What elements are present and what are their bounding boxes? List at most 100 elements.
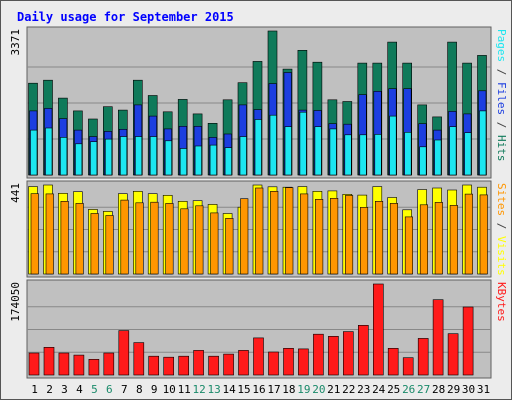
bar-sites-day-7 [120,199,129,275]
x-tick-label-day-29: 29 [447,383,460,396]
bar-sites-day-18 [285,187,294,275]
bar-kbytes-day-23 [357,324,369,376]
bar-pages-day-25 [389,115,397,176]
bar-pages-day-10 [164,140,172,176]
x-tick-label-day-7: 7 [121,383,128,396]
bar-kbytes-day-17 [268,351,279,376]
bar-pages-day-15 [239,136,247,176]
bar-pages-day-22 [344,134,352,176]
legend-entry: / [495,216,508,236]
bar-sites-day-2 [45,193,54,275]
bar-kbytes-day-29 [447,333,459,376]
bar-sites-day-29 [449,205,458,275]
bar-pages-day-20 [314,126,322,176]
bar-kbytes-day-26 [402,357,414,376]
bar-kbytes-day-27 [417,338,429,376]
bar-sites-day-1 [30,193,39,275]
bar-pages-day-31 [479,110,487,176]
bar-sites-day-31 [479,194,488,275]
bar-pages-day-4 [75,143,83,176]
bar-kbytes-day-3 [58,352,70,376]
legend-entry: Visits [495,236,508,276]
chart-title: Daily usage for September 2015 [17,10,234,24]
bar-kbytes-day-30 [462,306,474,376]
bar-sites-day-13 [210,212,219,275]
bar-kbytes-day-1 [28,352,40,376]
panel-2-legend: Sites / Visits [495,183,508,276]
bar-sites-day-9 [150,201,159,275]
bar-kbytes-day-24 [372,283,384,376]
x-tick-label-day-1: 1 [31,383,38,396]
bar-kbytes-day-13 [208,355,219,376]
bar-sites-day-19 [300,193,309,275]
x-tick-label-day-23: 23 [357,383,370,396]
x-tick-label-day-13: 13 [207,383,220,396]
x-tick-label-day-5: 5 [91,383,98,396]
bar-pages-day-7 [120,136,128,176]
x-tick-label-day-20: 20 [312,383,325,396]
legend-entry: KBytes [495,282,508,322]
bar-kbytes-day-9 [148,355,159,376]
bar-sites-day-15 [240,198,249,275]
bar-pages-day-14 [224,147,232,176]
bar-pages-day-11 [179,148,187,176]
x-tick-label-day-26: 26 [402,383,415,396]
bar-sites-day-27 [419,204,429,275]
bar-kbytes-day-28 [432,299,444,376]
bar-kbytes-day-6 [103,352,115,376]
bar-sites-day-5 [90,213,99,275]
bar-pages-day-1 [30,129,38,176]
x-tick-label-day-14: 14 [222,383,236,396]
bar-kbytes-day-19 [298,348,309,376]
x-tick-label-day-3: 3 [61,383,68,396]
bar-pages-day-27 [419,146,427,176]
bar-sites-day-23 [359,207,369,275]
x-tick-label-day-27: 27 [417,383,430,396]
bar-kbytes-day-20 [313,333,324,376]
bar-pages-day-26 [404,132,412,176]
bar-kbytes-day-4 [73,354,85,376]
x-tick-label-day-11: 11 [178,383,191,396]
bar-sites-day-30 [464,193,473,275]
panel-3-ymax-label: 174050 [9,282,22,322]
legend-entry: Pages [495,29,508,62]
bar-pages-day-18 [284,126,292,176]
x-tick-label-day-8: 8 [136,383,143,396]
x-tick-label-day-18: 18 [282,383,295,396]
bar-sites-day-14 [225,218,234,275]
bar-sites-day-24 [374,201,384,275]
bar-pages-day-29 [449,126,457,176]
x-tick-label-day-31: 31 [477,383,490,396]
bar-pages-day-23 [359,134,367,176]
x-tick-label-day-17: 17 [267,383,280,396]
bar-pages-day-5 [90,141,98,176]
bar-sites-day-28 [434,202,443,275]
bar-pages-day-13 [209,144,217,176]
legend-entry: Hits [495,135,508,162]
bar-kbytes-day-25 [387,347,399,376]
bar-sites-day-10 [165,203,174,275]
bar-kbytes-day-5 [88,358,100,376]
bar-kbytes-day-14 [223,353,234,376]
legend-entry: / [495,62,508,82]
x-tick-label-day-4: 4 [76,383,83,396]
panel-1-legend: Pages / Files / Hits [495,29,508,162]
bar-sites-day-4 [75,203,84,275]
panel-3-legend: KBytes [495,282,508,322]
bar-pages-day-9 [149,136,157,176]
legend-entry: Files [495,82,508,115]
bar-sites-day-11 [180,208,189,275]
bar-sites-day-3 [60,201,69,275]
legend-entry: Sites [495,183,508,216]
bar-kbytes-day-18 [283,347,294,376]
bar-pages-day-17 [269,114,277,176]
panel-1-ymax-label: 3371 [9,29,22,56]
bar-sites-day-26 [404,216,414,275]
x-tick-label-day-19: 19 [297,383,310,396]
x-tick-label-day-12: 12 [192,383,205,396]
panel-2-ymax-label: 441 [9,183,22,203]
bar-pages-day-21 [329,128,337,176]
x-tick-label-day-6: 6 [106,383,113,396]
x-tick-label-day-21: 21 [327,383,340,396]
